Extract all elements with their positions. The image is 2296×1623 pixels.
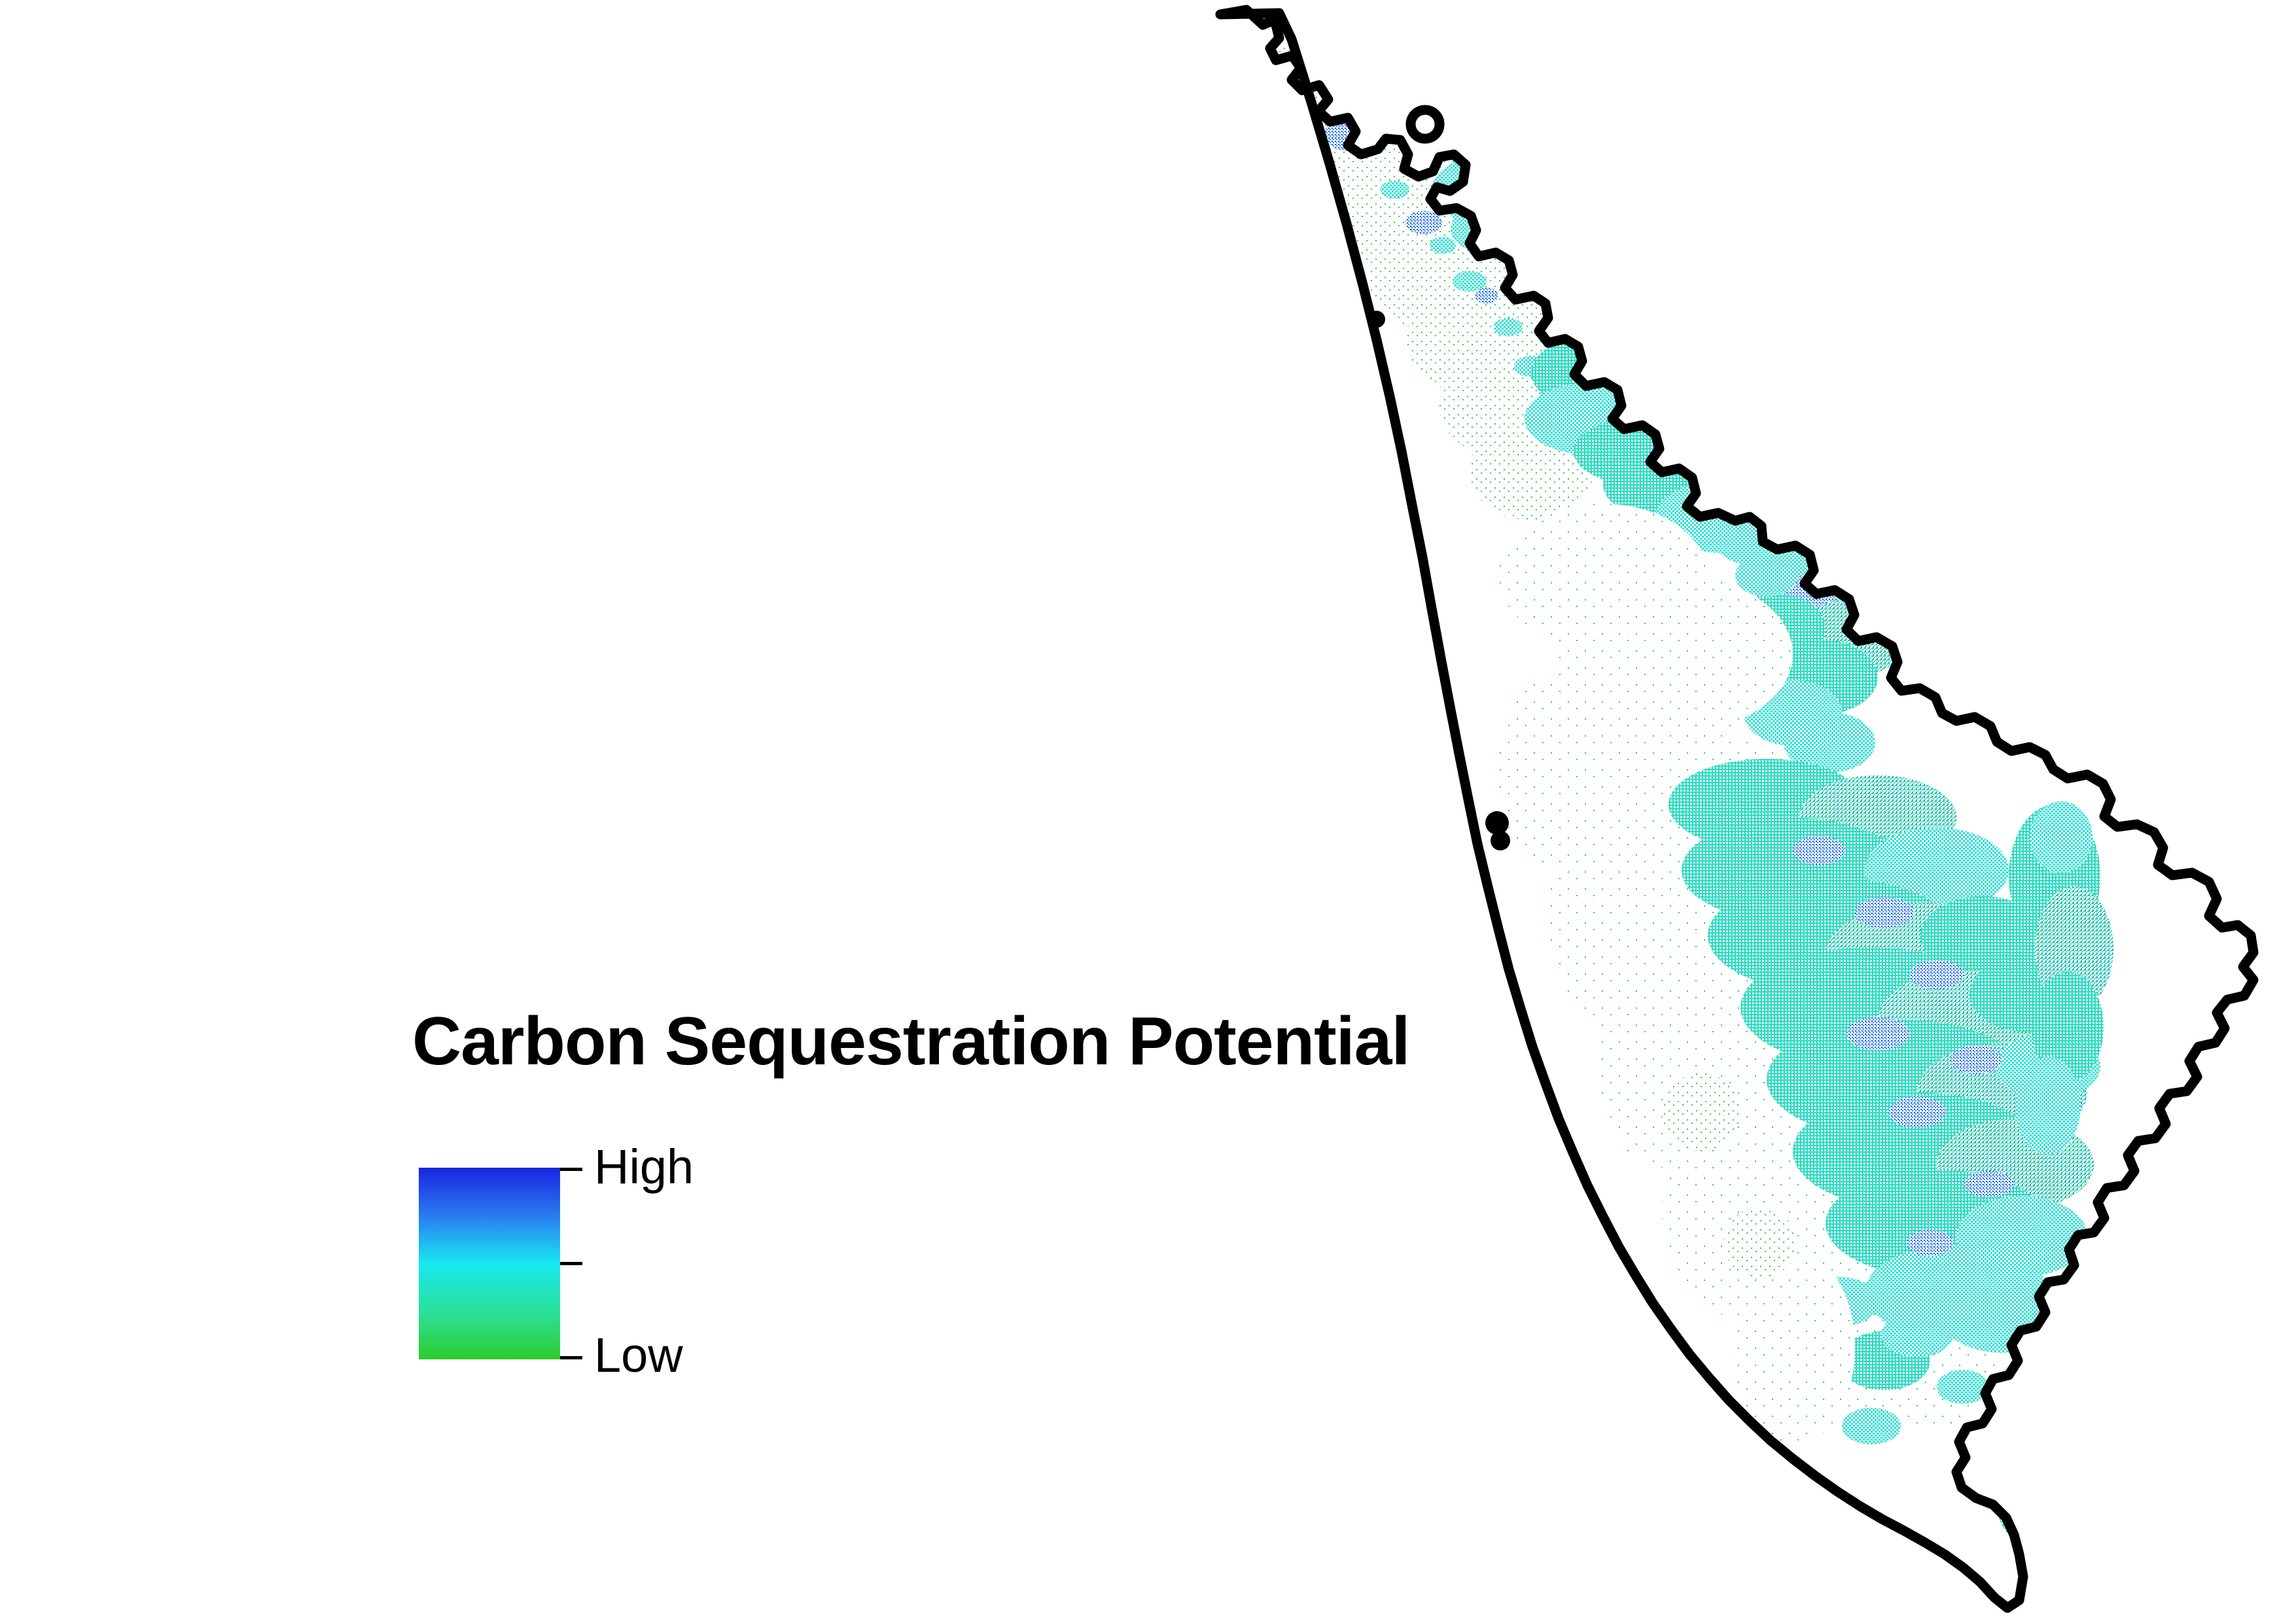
coastal-nub-mid-lower	[1491, 831, 1510, 850]
colorbar-tick-high	[560, 1168, 582, 1171]
raster-coastal-threads	[1498, 674, 1855, 1446]
raster-central-blue-specks	[1793, 836, 2014, 1256]
raster-data-layer	[1246, 43, 2113, 1561]
colorbar-tick-mid	[560, 1262, 582, 1265]
colorbar-group: High Low	[419, 1143, 694, 1380]
colorbar-gradient[interactable]	[419, 1168, 560, 1359]
raster-central-belt	[1669, 759, 2100, 1353]
coastal-nub-north	[1368, 311, 1385, 328]
legend: Carbon Sequestration Potential High Low	[412, 1007, 1525, 1387]
coastal-nub-mid	[1485, 811, 1509, 835]
state-boundary-outline	[1215, 5, 2259, 1613]
colorbar-label-low: Low	[594, 1328, 683, 1382]
colorbar-label-high: High	[594, 1140, 694, 1194]
raster-idukki-arm	[2009, 801, 2113, 1155]
enclave-boundary-north	[1405, 105, 1445, 144]
colorbar-tick-low	[560, 1356, 582, 1359]
legend-title: Carbon Sequestration Potential	[412, 1003, 1410, 1079]
